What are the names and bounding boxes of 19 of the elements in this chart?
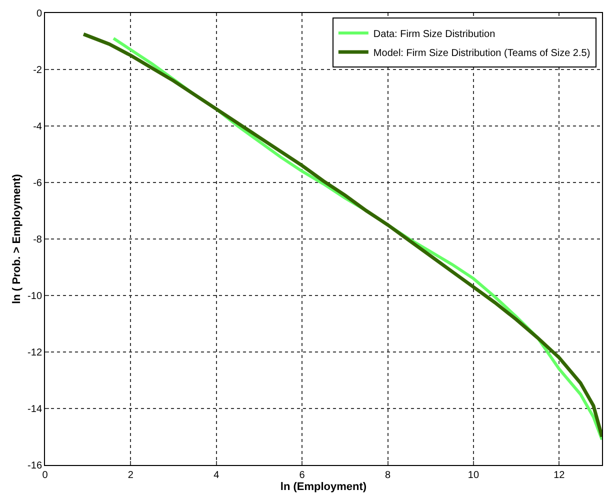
y-axis-title: ln ( Prob. > Employment) [11,174,24,304]
y-tick-label: -12 [28,348,42,358]
x-tick-label: 12 [554,470,566,481]
y-tick-label: -2 [33,65,42,76]
x-tick-label: 8 [384,470,391,481]
y-tick-label: -14 [28,404,42,415]
x-axis-title: ln (Employment) [280,481,367,494]
y-tick-label: -6 [33,178,42,189]
y-tick-label: 0 [36,8,42,20]
legend-label: Data: Firm Size Distribution [373,28,496,40]
x-tick-label: 4 [214,470,220,481]
legend-label: Model: Firm Size Distribution (Teams of Size 2.5) [373,48,590,59]
y-tick-label: -8 [33,234,42,246]
y-tick-label: -4 [33,122,42,132]
y-tick-label: -10 [28,291,42,302]
y-tick-label: -16 [28,460,42,472]
x-tick-label: 6 [299,470,306,481]
x-tick-label: 10 [468,470,480,481]
x-tick-label: 2 [128,470,134,481]
